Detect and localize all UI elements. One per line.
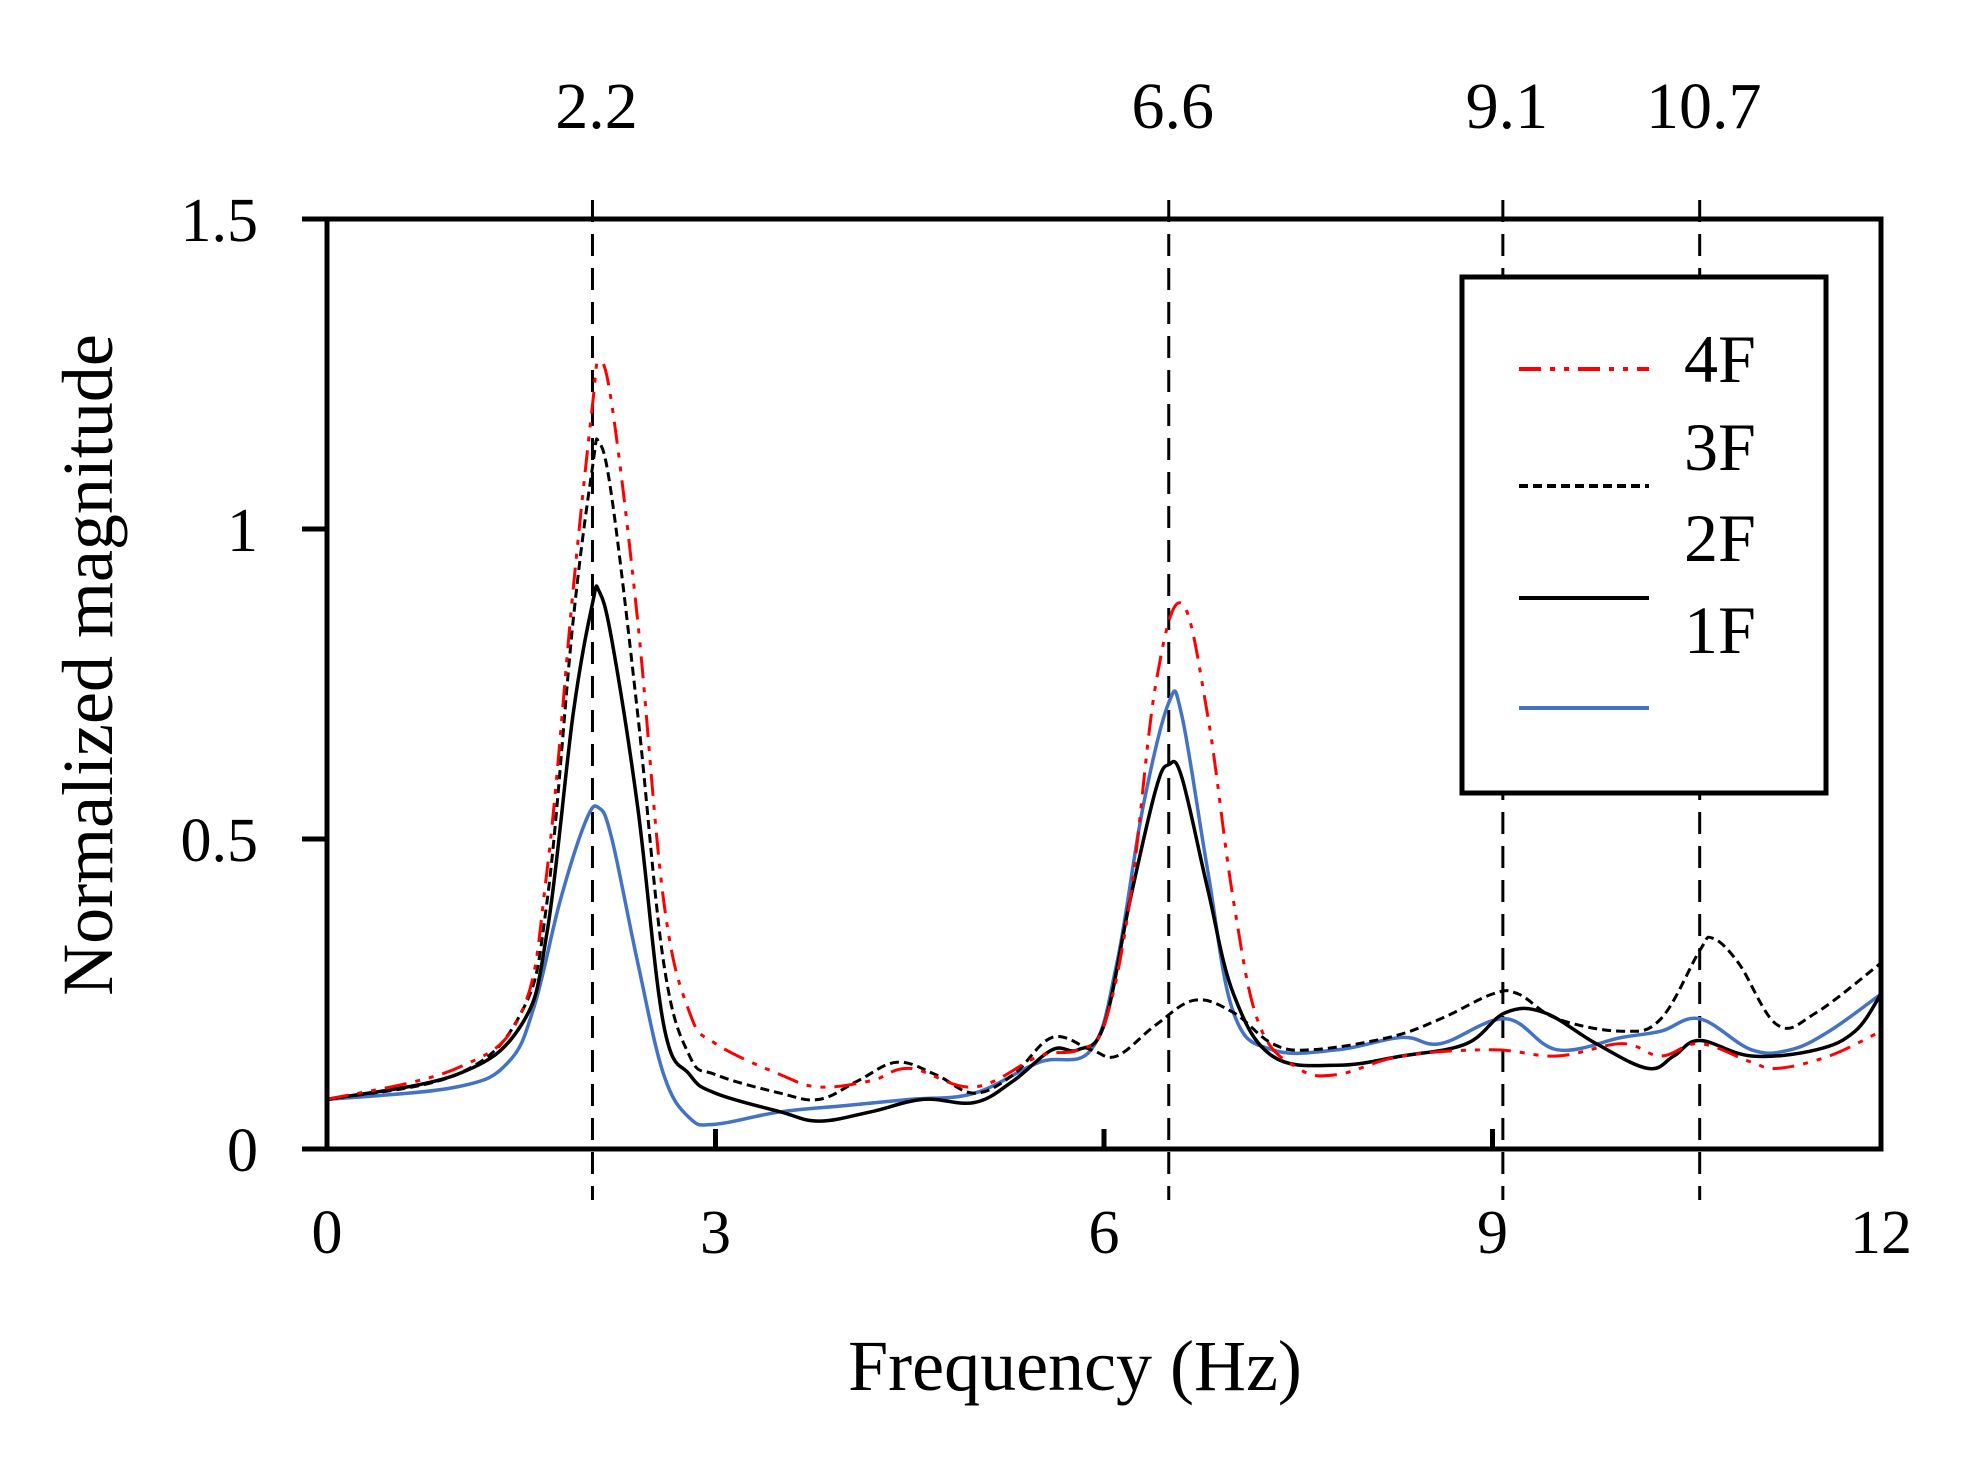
legend-label-4F: 4F <box>1684 321 1756 397</box>
x-axis-title: Frequency (Hz) <box>848 1326 1302 1406</box>
legend-label-3F: 3F <box>1684 409 1756 485</box>
reference-labels: 2.2 6.6 9.1 10.7 <box>555 70 1761 143</box>
y-axis-title: Normalized magnitude <box>48 334 128 996</box>
series-line-2F <box>326 584 1883 1123</box>
x-tick-label: 6 <box>1089 1199 1120 1267</box>
series-line-4F <box>326 360 1882 1101</box>
x-tick-label: 12 <box>1850 1199 1912 1267</box>
series-line-3F <box>326 437 1882 1102</box>
reference-lines <box>590 200 1702 1200</box>
y-tick-label: 0 <box>227 1117 258 1185</box>
axis-ticks: 0 3 6 9 12 0 0.5 1 1.5 <box>181 187 1913 1267</box>
reference-label: 10.7 <box>1646 70 1762 143</box>
reference-label: 6.6 <box>1132 70 1215 143</box>
x-tick-label: 0 <box>312 1199 343 1267</box>
y-tick-label: 1.5 <box>181 187 259 255</box>
legend-label-2F: 2F <box>1684 500 1756 576</box>
reference-label: 2.2 <box>555 70 638 143</box>
x-tick-label: 3 <box>700 1199 731 1267</box>
x-tick-label: 9 <box>1477 1199 1508 1267</box>
legend: 4F 3F 2F 1F <box>1459 274 1829 796</box>
series-lines <box>326 360 1883 1127</box>
legend-label-1F: 1F <box>1684 592 1756 668</box>
y-tick-label: 0.5 <box>181 807 259 875</box>
y-tick-label: 1 <box>227 497 258 565</box>
legend-box <box>1459 274 1829 796</box>
reference-label: 9.1 <box>1466 70 1549 143</box>
